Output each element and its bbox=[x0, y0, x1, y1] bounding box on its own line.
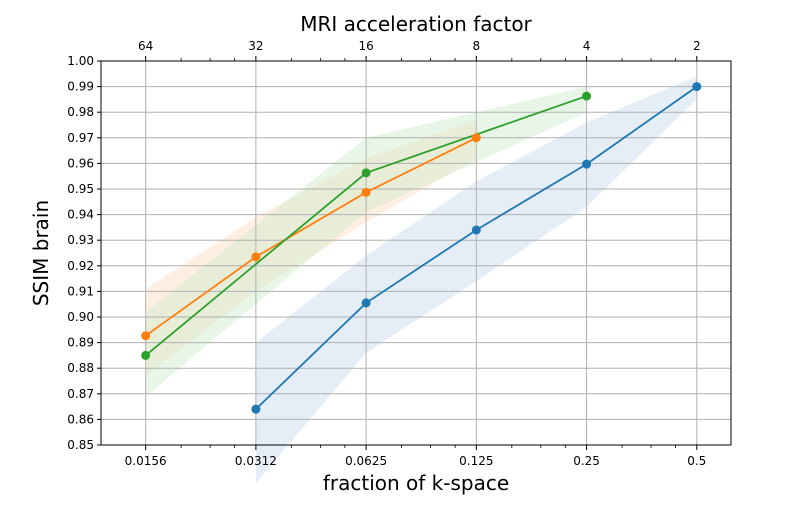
y-tick-label: 0.87 bbox=[67, 387, 94, 401]
grid-lines bbox=[101, 61, 731, 445]
axis-ticks bbox=[97, 56, 698, 450]
plot-frame bbox=[100, 60, 732, 446]
x-axis-title: fraction of k-space bbox=[323, 471, 509, 495]
y-tick-label: 0.86 bbox=[67, 412, 94, 426]
series-2-line bbox=[145, 136, 477, 337]
x-tick-label: 0.5 bbox=[687, 454, 706, 468]
y-tick-label: 0.97 bbox=[67, 131, 94, 145]
y-tick-label: 0.88 bbox=[67, 361, 94, 375]
top-axis-title: MRI acceleration factor bbox=[300, 12, 532, 36]
series-1-point bbox=[582, 159, 592, 169]
series-3-point bbox=[582, 91, 592, 101]
series-2-point bbox=[471, 133, 481, 143]
series-1-point bbox=[471, 225, 481, 235]
top-x-tick-label: 8 bbox=[473, 39, 481, 53]
y-tick-label: 0.92 bbox=[67, 259, 94, 273]
x-tick-label: 0.0156 bbox=[125, 454, 167, 468]
y-tick-label: 0.85 bbox=[67, 438, 94, 452]
y-tick-label: 1.00 bbox=[67, 54, 94, 68]
y-tick-label: 0.91 bbox=[67, 284, 94, 298]
series-2-band bbox=[145, 119, 477, 376]
top-x-tick-label: 2 bbox=[693, 39, 701, 53]
y-axis-title: SSIM brain bbox=[29, 200, 53, 306]
y-tick-label: 0.90 bbox=[67, 310, 94, 324]
series-1-point bbox=[361, 298, 371, 308]
tick-labels: 0.85 0.86 0.87 0.88 0.89 0.90 0.91 0.92 0.93 0.94… bbox=[67, 39, 706, 468]
top-x-tick-label: 16 bbox=[358, 39, 373, 53]
series-3-point bbox=[141, 350, 151, 360]
x-tick-label: 0.125 bbox=[459, 454, 493, 468]
y-tick-label: 0.95 bbox=[67, 182, 94, 196]
top-x-tick-label: 4 bbox=[583, 39, 591, 53]
series-2-point bbox=[361, 187, 371, 197]
top-x-tick-label: 64 bbox=[138, 39, 153, 53]
x-tick-label: 0.25 bbox=[573, 454, 600, 468]
series-3-point bbox=[361, 168, 371, 178]
y-tick-label: 0.98 bbox=[67, 105, 94, 119]
y-tick-label: 0.94 bbox=[67, 208, 94, 222]
y-tick-label: 0.93 bbox=[67, 233, 94, 247]
top-x-tick-label: 32 bbox=[248, 39, 263, 53]
y-tick-label: 0.89 bbox=[67, 336, 94, 350]
x-tick-label: 0.0625 bbox=[345, 454, 387, 468]
y-tick-label: 0.99 bbox=[67, 80, 94, 94]
series-1-point bbox=[251, 404, 261, 414]
series-points bbox=[141, 82, 702, 414]
y-tick-label: 0.96 bbox=[67, 156, 94, 170]
x-tick-label: 0.0312 bbox=[235, 454, 277, 468]
series-2-point bbox=[251, 252, 261, 262]
series-2-point bbox=[141, 331, 151, 341]
series-1-point bbox=[692, 82, 702, 92]
